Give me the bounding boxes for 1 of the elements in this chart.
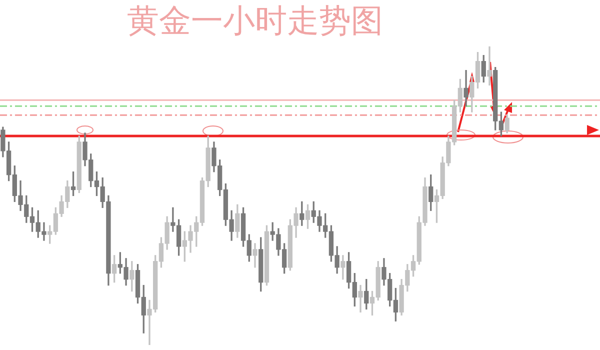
- chart-title: 黄金一小时走势图: [127, 2, 383, 39]
